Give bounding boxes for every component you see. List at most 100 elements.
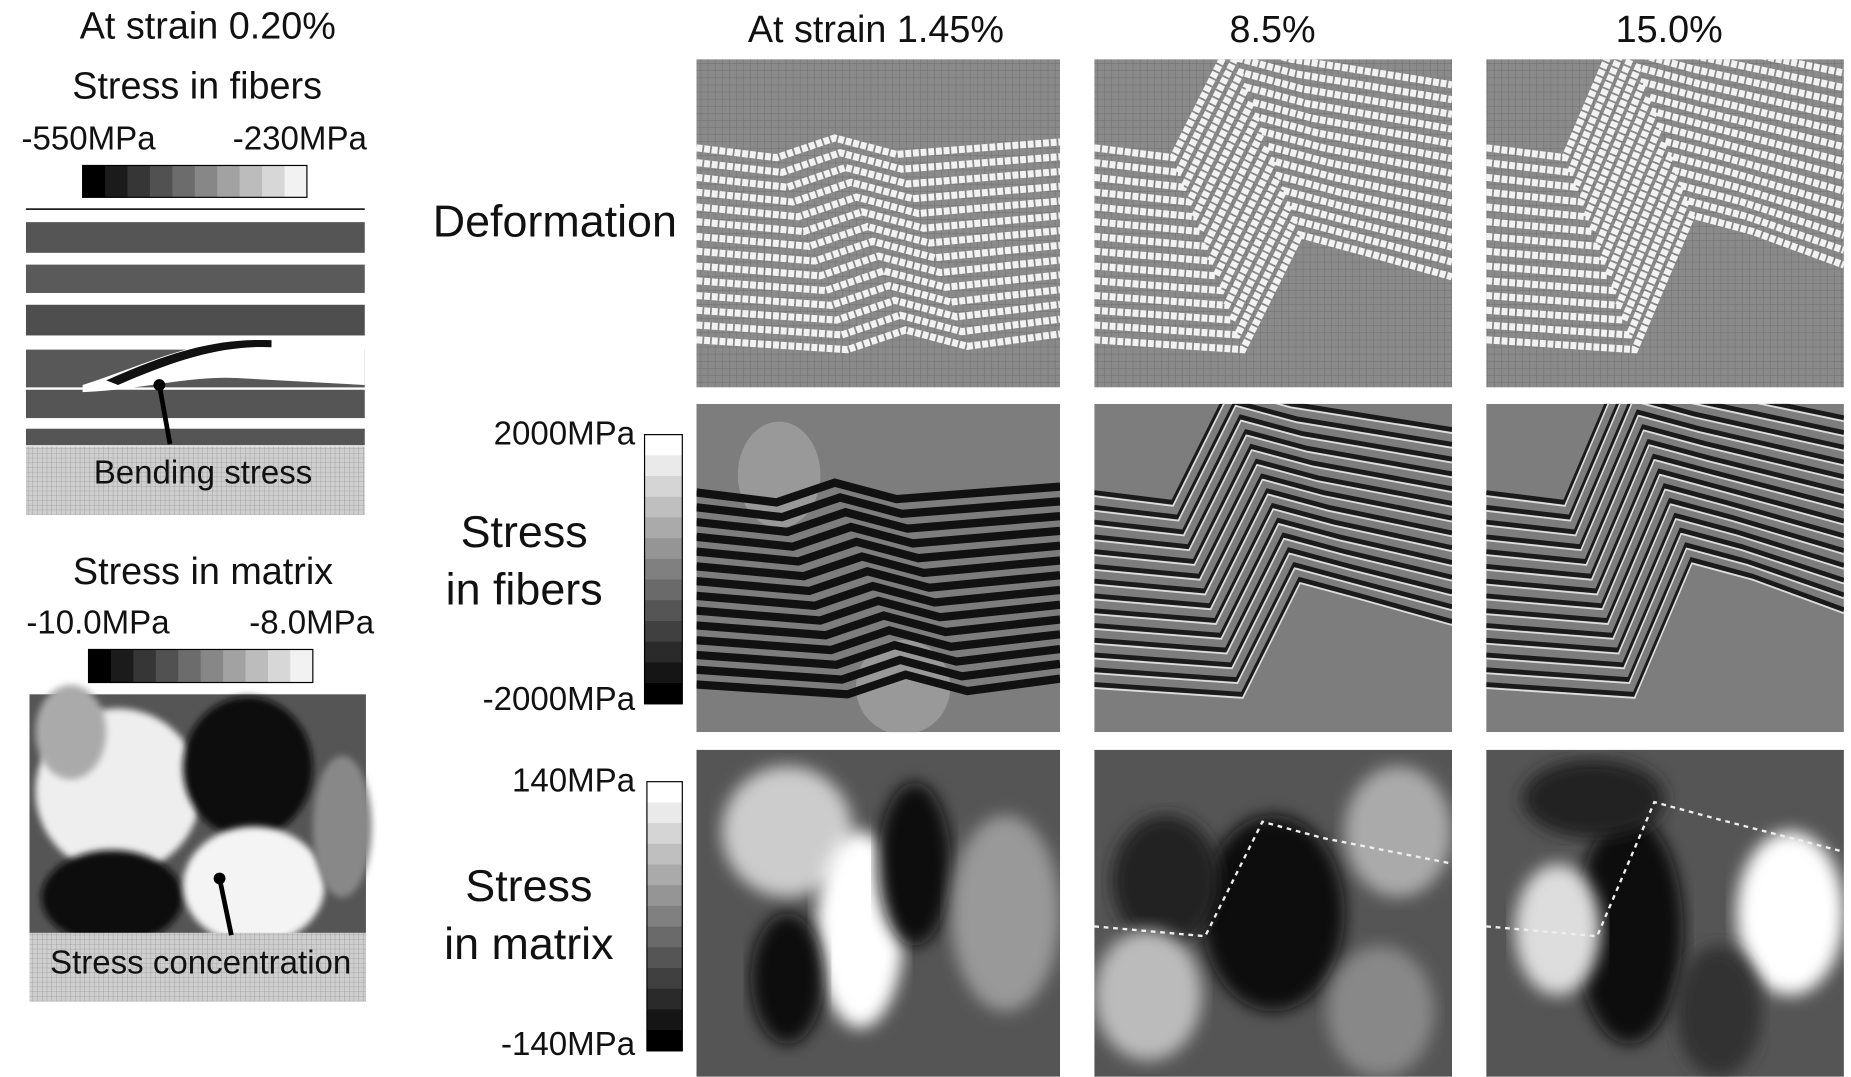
colorbar-step: [647, 782, 682, 803]
colorbar-step: [284, 165, 307, 197]
panel: [696, 404, 1060, 735]
colorbar-max: 140MPa: [512, 763, 636, 800]
stress-region: [1676, 946, 1762, 1077]
fibers-max: -230MPa: [233, 120, 368, 157]
colorbar-step: [645, 559, 683, 580]
pointer-dot: [153, 379, 165, 391]
panel: [1486, 750, 1844, 1077]
colorbar-step: [647, 1009, 682, 1030]
page: At strain 0.20% Stress in fibers -550MPa…: [0, 0, 1851, 1077]
figure: At strain 0.20% Stress in fibers -550MPa…: [0, 0, 1851, 1077]
colorbar-step: [217, 165, 240, 197]
colorbar-step: [645, 642, 683, 663]
row-label: Deformation: [433, 195, 677, 246]
panel: [1094, 43, 1452, 388]
colorbar-step: [127, 165, 150, 197]
fiber: [26, 305, 365, 336]
row-label: in matrix: [444, 918, 613, 969]
annotation: Bending stress: [94, 454, 313, 491]
stress-region: [1202, 815, 1345, 1011]
stress-region: [1737, 832, 1844, 995]
fiber: [26, 265, 365, 293]
fibers-title: Stress in fibers: [72, 66, 322, 108]
colorbar-step: [647, 947, 682, 968]
colorbar-step: [111, 649, 134, 682]
colorbar-step: [645, 435, 683, 456]
colorbar-step: [647, 844, 682, 865]
panel: [1094, 750, 1452, 1077]
matrix-title: Stress in matrix: [73, 551, 333, 593]
fiber: [26, 429, 365, 446]
colorbar-step: [246, 649, 269, 682]
colorbar-step: [645, 621, 683, 642]
colorbar-step: [262, 165, 285, 197]
stress-region: [751, 913, 824, 1044]
panel: [696, 750, 1060, 1077]
row-label: Stress: [465, 860, 592, 911]
colorbar-step: [195, 165, 218, 197]
colorbar-step: [178, 649, 201, 682]
stress-region: [35, 685, 106, 779]
colorbar-step: [647, 968, 682, 989]
annotation: Stress concentration: [50, 944, 351, 981]
colorbar-step: [201, 649, 224, 682]
colorbar-step: [647, 1030, 682, 1051]
stress-region: [1112, 815, 1219, 946]
stress-region: [183, 827, 325, 945]
colorbar-step: [645, 455, 683, 476]
colorbar-step: [83, 165, 106, 197]
colorbar-step: [645, 517, 683, 538]
colorbar-step: [156, 649, 179, 682]
colorbar-step: [645, 662, 683, 683]
stress-region: [313, 756, 372, 898]
column-title: 8.5%: [1230, 9, 1316, 51]
colorbar-step: [647, 989, 682, 1010]
colorbar-step: [647, 823, 682, 844]
colorbar-step: [647, 864, 682, 885]
colorbar-step: [268, 649, 291, 682]
row-label: Stress: [461, 506, 588, 557]
stress-region: [951, 815, 1060, 1011]
colorbar-step: [645, 683, 683, 704]
pointer-dot: [214, 873, 226, 885]
colorbar-min: -2000MPa: [483, 681, 636, 718]
panel: [1486, 23, 1844, 387]
colorbar-step: [645, 497, 683, 518]
colorbar-step: [89, 649, 112, 682]
colorbar-step: [645, 538, 683, 559]
fiber: [26, 390, 365, 418]
colorbar-step: [647, 927, 682, 948]
colorbar-step: [172, 165, 195, 197]
colorbar-step: [647, 885, 682, 906]
colorbar-max: 2000MPa: [494, 416, 636, 453]
colorbar-step: [290, 649, 313, 682]
stress-region: [183, 697, 313, 839]
fibers-min: -550MPa: [21, 120, 156, 157]
colorbar-step: [647, 802, 682, 823]
row-label: in fibers: [446, 564, 603, 615]
colorbar-step: [105, 165, 128, 197]
colorbar-step: [645, 600, 683, 621]
colorbar-step: [645, 476, 683, 497]
stress-region: [1327, 946, 1434, 1077]
matrix-min: -10.0MPa: [26, 604, 170, 641]
matrix-max: -8.0MPa: [249, 604, 375, 641]
column-title: 15.0%: [1616, 9, 1723, 51]
left-title: At strain 0.20%: [80, 6, 336, 48]
panel: [1486, 368, 1844, 732]
colorbar-step: [240, 165, 263, 197]
column-title: At strain 1.45%: [748, 9, 1004, 51]
panel: [696, 59, 1060, 387]
colorbar-step: [647, 906, 682, 927]
stress-region: [41, 850, 183, 944]
stress-region: [878, 783, 951, 946]
colorbar-min: -140MPa: [501, 1026, 636, 1063]
colorbar-step: [223, 649, 246, 682]
fiber: [26, 222, 365, 253]
stress-region: [1345, 766, 1452, 897]
colorbar-step: [150, 165, 173, 197]
stress-region: [1094, 930, 1201, 1061]
colorbar-step: [645, 580, 683, 601]
panel: [1094, 388, 1452, 733]
colorbar-step: [133, 649, 156, 682]
